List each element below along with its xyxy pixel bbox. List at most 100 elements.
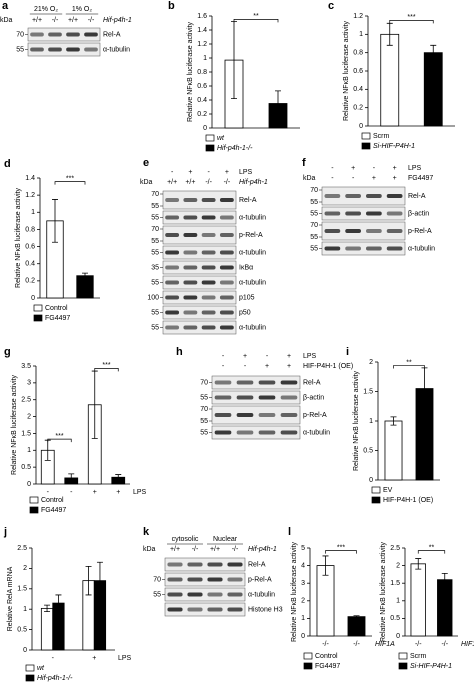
lane-label: +/+ bbox=[210, 546, 220, 553]
band bbox=[183, 198, 198, 202]
row-label: α-tubulin bbox=[239, 279, 266, 286]
band bbox=[258, 413, 276, 417]
band bbox=[219, 310, 234, 315]
y-tick-label: 0.5 bbox=[17, 626, 27, 633]
blot-strip bbox=[164, 557, 246, 572]
band bbox=[183, 265, 198, 270]
lane-label: + bbox=[393, 165, 397, 172]
marker-label: 70 bbox=[153, 576, 161, 583]
y-tick-label: 2 bbox=[396, 562, 400, 569]
legend-label: FG4497 bbox=[41, 507, 66, 514]
band bbox=[201, 295, 216, 300]
band bbox=[219, 325, 234, 330]
x-axis-label: HIF1A bbox=[461, 641, 474, 648]
blot-strip bbox=[211, 405, 301, 425]
y-tick-label: 0.6 bbox=[25, 243, 35, 250]
lane-label: -/- bbox=[205, 179, 212, 186]
band bbox=[66, 32, 80, 37]
band bbox=[365, 246, 382, 251]
kda-label: kDa bbox=[303, 175, 316, 182]
marker-label: 70 bbox=[151, 191, 159, 198]
band bbox=[227, 577, 243, 582]
y-axis-label: Relative NFκB luciferase activity bbox=[187, 22, 194, 122]
error-bar bbox=[52, 199, 58, 243]
row-label: p50 bbox=[239, 309, 251, 316]
marker-label: 55 bbox=[151, 324, 159, 331]
row-label: α-tubulin bbox=[248, 591, 275, 598]
significance-bracket bbox=[54, 181, 86, 185]
band bbox=[386, 246, 403, 251]
panel-label: e bbox=[143, 157, 149, 169]
panel-label: l bbox=[288, 526, 291, 538]
band bbox=[201, 310, 216, 315]
legend-swatch bbox=[303, 652, 313, 660]
marker-label: 55 bbox=[200, 429, 208, 436]
band bbox=[324, 246, 341, 251]
y-tick-label: 0 bbox=[203, 125, 207, 132]
lane-label: - bbox=[331, 165, 334, 172]
x-tick-label: - bbox=[70, 489, 73, 496]
band bbox=[183, 325, 198, 330]
lane-label: - bbox=[222, 353, 225, 360]
y-tick-label: 1 bbox=[23, 606, 27, 613]
lane-label: + bbox=[393, 175, 397, 182]
marker-label: 55 bbox=[153, 591, 161, 598]
band bbox=[365, 194, 382, 198]
legend-label: Control bbox=[315, 653, 338, 660]
bar bbox=[423, 52, 443, 127]
band bbox=[201, 233, 216, 237]
error-bar bbox=[82, 272, 88, 279]
y-tick-label: 1.4 bbox=[197, 27, 207, 34]
marker-label: 55 bbox=[151, 309, 159, 316]
marker-label: 55 bbox=[16, 46, 24, 53]
y-tick-label: 1.2 bbox=[353, 13, 363, 20]
band bbox=[258, 380, 276, 385]
legend-label: Hif-p4h-1-/- bbox=[217, 145, 253, 152]
group-label: Nuclear bbox=[213, 536, 238, 543]
legend-swatch bbox=[205, 134, 215, 142]
band bbox=[219, 215, 234, 220]
y-axis-label: Relative NFκB luciferase activity bbox=[15, 188, 22, 288]
marker-label: 70 bbox=[200, 406, 208, 413]
y-tick-label: 0.5 bbox=[363, 447, 373, 454]
panel-label: b bbox=[168, 0, 175, 12]
band bbox=[30, 47, 44, 52]
group-label: cytosolic bbox=[172, 536, 199, 543]
y-tick-label: 1.5 bbox=[390, 580, 400, 587]
y-tick-label: 2 bbox=[23, 565, 27, 572]
error-bar bbox=[441, 572, 448, 587]
x-tick-label: -/- bbox=[353, 641, 360, 648]
y-tick-label: 0.4 bbox=[25, 261, 35, 268]
legend-label: EV bbox=[383, 487, 393, 494]
marker-label: 70 bbox=[310, 187, 318, 194]
band bbox=[201, 198, 216, 202]
marker-label: 55 bbox=[200, 418, 208, 425]
error-bar bbox=[275, 90, 281, 117]
y-tick-label: 0.4 bbox=[197, 97, 207, 104]
condition-label: FG4497 bbox=[408, 175, 433, 182]
y-tick-label: 1.2 bbox=[25, 192, 35, 199]
significance-bracket bbox=[94, 368, 119, 372]
band bbox=[324, 229, 341, 233]
x-tick-label: + bbox=[92, 655, 96, 662]
band bbox=[167, 592, 183, 597]
band bbox=[48, 32, 62, 37]
y-tick-label: 1.5 bbox=[21, 430, 31, 437]
significance-label: *** bbox=[337, 544, 345, 551]
error-bar bbox=[390, 416, 397, 426]
kda-label: kDa bbox=[140, 179, 153, 186]
significance-label: ** bbox=[406, 359, 412, 366]
band bbox=[165, 233, 180, 237]
y-tick-label: 1.5 bbox=[363, 388, 373, 395]
band bbox=[201, 215, 216, 220]
bar bbox=[437, 579, 453, 637]
significance-label: *** bbox=[102, 362, 110, 369]
lane-label: - bbox=[352, 175, 355, 182]
condition-label: Hif-p4h-1 bbox=[103, 17, 132, 24]
marker-label: 55 bbox=[310, 210, 318, 217]
x-tick-label: - bbox=[47, 489, 50, 496]
y-tick-label: 2 bbox=[369, 359, 373, 366]
x-tick-label: - bbox=[52, 655, 55, 662]
legend-label: wt bbox=[37, 665, 45, 672]
band bbox=[30, 32, 44, 37]
